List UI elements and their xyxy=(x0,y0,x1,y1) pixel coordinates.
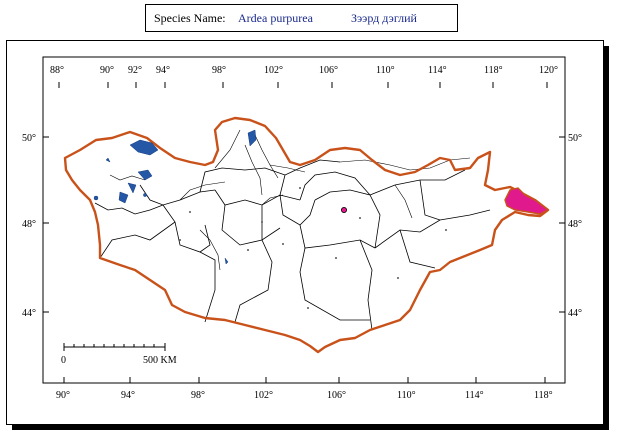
right-tick-label: 48° xyxy=(568,219,582,230)
bottom-tick-label: 110° xyxy=(397,390,416,401)
lakes xyxy=(93,129,257,265)
top-tick-label: 120° xyxy=(539,65,558,76)
species-range-area xyxy=(504,187,550,215)
top-tick-label: 88° xyxy=(50,65,64,76)
species-name-label: Species Name: xyxy=(154,11,226,25)
bottom-tick-label: 102° xyxy=(254,390,273,401)
top-tick-label: 102° xyxy=(264,65,283,76)
frame-shadow-right xyxy=(604,46,609,430)
top-tick-label: 118° xyxy=(484,65,503,76)
bottom-tick-label: 90° xyxy=(56,390,70,401)
left-tick-label: 48° xyxy=(22,219,36,230)
species-name-box: Species Name: Ardea purpurea Зээрд дэгли… xyxy=(145,4,458,32)
settlement-dots xyxy=(179,187,447,309)
capital-marker xyxy=(340,206,347,213)
scientific-name: Ardea purpurea xyxy=(238,11,313,25)
bottom-tick-label: 114° xyxy=(465,390,484,401)
top-tick-label: 110° xyxy=(376,65,395,76)
side-tick-marks xyxy=(43,136,565,313)
right-tick-label: 50° xyxy=(568,133,582,144)
map-inner-box xyxy=(42,56,566,384)
top-tick-label: 98° xyxy=(212,65,226,76)
left-tick-label: 44° xyxy=(22,308,36,319)
left-tick-label: 50° xyxy=(22,133,36,144)
top-tick-label: 114° xyxy=(428,65,447,76)
mongolia-border xyxy=(63,116,550,354)
province-boundaries xyxy=(94,159,491,331)
bottom-tick-label: 118° xyxy=(534,390,553,401)
bottom-tick-label: 106° xyxy=(327,390,346,401)
top-tick-marks xyxy=(58,82,548,88)
bottom-tick-label: 94° xyxy=(121,390,135,401)
rivers xyxy=(109,129,471,271)
bottom-tick-marks xyxy=(63,377,546,383)
top-tick-label: 94° xyxy=(156,65,170,76)
top-tick-label: 106° xyxy=(319,65,338,76)
bottom-tick-label: 98° xyxy=(191,390,205,401)
scale-end-label: 500 KM xyxy=(143,355,177,366)
right-tick-label: 44° xyxy=(568,308,582,319)
mongolian-name: Зээрд дэглий xyxy=(351,11,417,25)
top-tick-label: 92° xyxy=(128,65,142,76)
frame-shadow-bottom xyxy=(12,425,609,430)
scale-bar xyxy=(63,343,166,351)
map-frame xyxy=(6,40,604,425)
top-tick-label: 90° xyxy=(100,65,114,76)
scale-start-label: 0 xyxy=(61,355,66,366)
